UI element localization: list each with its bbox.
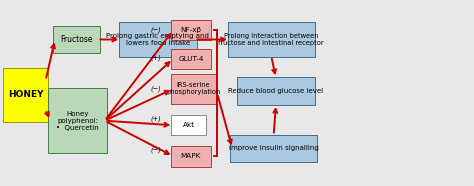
Text: MAPK: MAPK (181, 153, 201, 159)
FancyBboxPatch shape (171, 49, 211, 69)
FancyBboxPatch shape (228, 22, 315, 57)
Text: Akt: Akt (182, 122, 195, 128)
Text: (−): (−) (150, 147, 161, 153)
FancyBboxPatch shape (3, 68, 48, 122)
Text: Improve insulin signalling: Improve insulin signalling (229, 145, 319, 151)
Text: HONEY: HONEY (8, 90, 43, 99)
Text: Reduce blood glucose level: Reduce blood glucose level (228, 88, 324, 94)
Text: Prolong interaction between
fructose and intestinal receptor: Prolong interaction between fructose and… (219, 33, 324, 46)
Text: IRS-serine
phosphorylation: IRS-serine phosphorylation (166, 82, 220, 95)
Text: (−): (−) (150, 26, 161, 33)
FancyBboxPatch shape (171, 115, 206, 135)
Text: Prolong gastric emptying and
lowers food intake: Prolong gastric emptying and lowers food… (106, 33, 210, 46)
FancyBboxPatch shape (171, 20, 211, 40)
Text: NF-xβ: NF-xβ (181, 27, 201, 33)
FancyBboxPatch shape (230, 134, 318, 162)
Text: (+): (+) (150, 116, 161, 122)
Text: (−): (−) (150, 85, 161, 92)
FancyBboxPatch shape (53, 26, 100, 53)
Text: Fructose: Fructose (60, 35, 92, 44)
FancyBboxPatch shape (171, 146, 211, 167)
Text: (+): (+) (150, 55, 161, 61)
FancyBboxPatch shape (48, 88, 107, 153)
FancyBboxPatch shape (119, 22, 197, 57)
FancyBboxPatch shape (171, 74, 216, 104)
Text: Honey
polyphenol:
•  Quercetin: Honey polyphenol: • Quercetin (56, 111, 99, 131)
Text: GLUT-4: GLUT-4 (178, 56, 204, 62)
FancyBboxPatch shape (237, 77, 315, 105)
